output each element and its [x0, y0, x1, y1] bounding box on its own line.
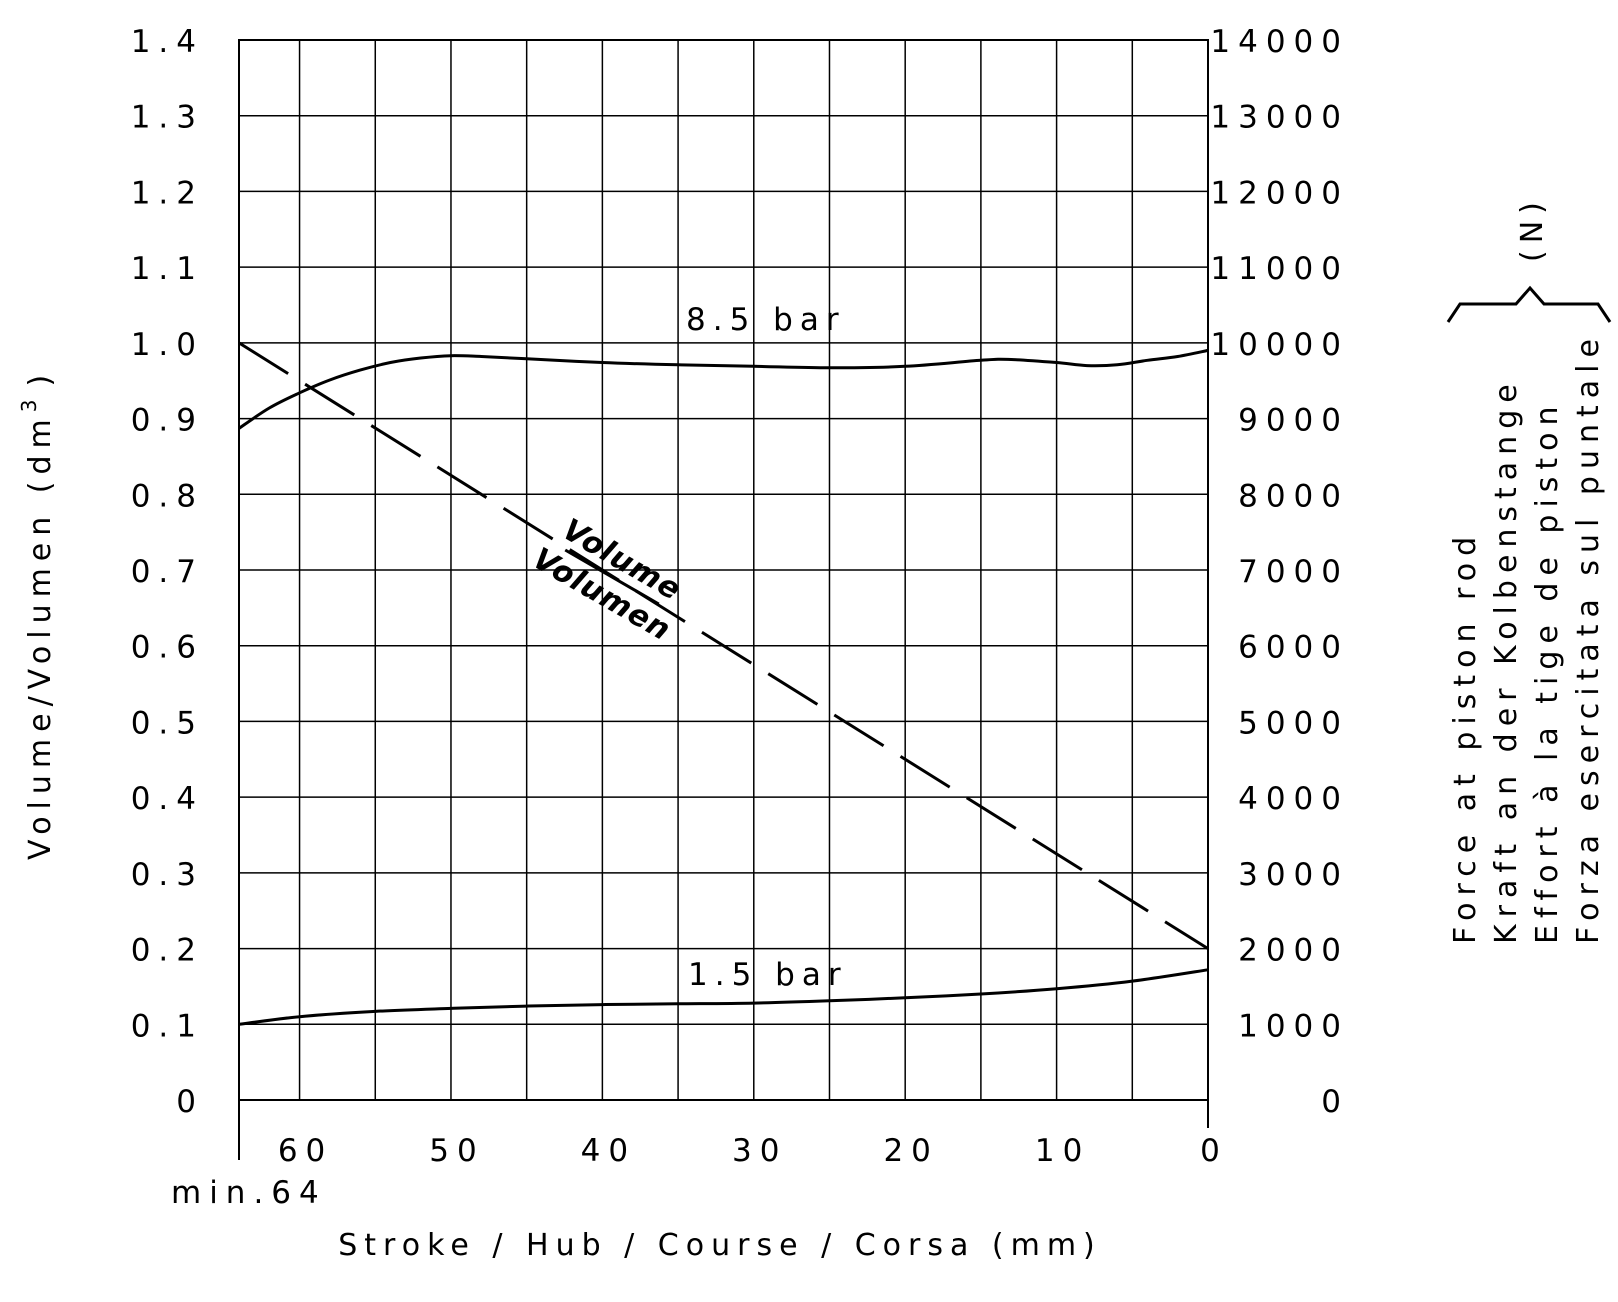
x-tick-label: 60	[278, 1133, 333, 1169]
volume-label-divider	[564, 548, 660, 606]
left-tick-label: 0.3	[131, 857, 204, 893]
left-axis-title-close: )	[23, 368, 58, 387]
x-tick-label: 20	[883, 1133, 938, 1169]
right-tick-label: 3000	[1238, 857, 1349, 893]
x-min-note: min.64	[171, 1175, 327, 1211]
left-tick-label: 0.5	[131, 705, 204, 741]
volume-label: Volume Volumen	[527, 512, 688, 648]
right-tick-label: 0	[1321, 1084, 1349, 1120]
left-tick-label: 0	[176, 1084, 204, 1120]
left-tick-label: 0.4	[131, 781, 204, 817]
left-tick-label: 1.3	[131, 100, 204, 136]
right-tick-label: 6000	[1238, 630, 1349, 666]
left-axis-ticks: 0 0.1 0.2 0.3 0.4 0.5 0.6 0.7 0.8 0.9 1.0 1.1 1.2 1.3…	[131, 24, 204, 1120]
right-tick-label: 14000	[1210, 24, 1349, 60]
right-axis-title-line-2: Kraft an der Kolbenstange	[1489, 377, 1524, 944]
left-axis-title-main: Volume/Volumen (dm	[23, 412, 58, 860]
left-tick-label: 1.1	[131, 251, 204, 287]
right-axis-brace	[1446, 285, 1612, 323]
right-tick-label: 1000	[1238, 1008, 1349, 1044]
series-line-3	[238, 341, 1209, 950]
left-tick-label: 0.1	[131, 1008, 204, 1044]
x-tick-label: 50	[429, 1133, 484, 1169]
right-tick-label: 12000	[1210, 175, 1349, 211]
right-tick-label: 13000	[1210, 100, 1349, 136]
right-tick-label: 10000	[1210, 327, 1349, 363]
series-line-2	[238, 968, 1209, 1026]
x-axis-title: Stroke / Hub / Course / Corsa (mm)	[338, 1228, 1102, 1263]
grid	[238, 39, 1209, 1160]
right-tick-label: 11000	[1210, 251, 1349, 287]
x-tick-label: 10	[1035, 1133, 1090, 1169]
right-tick-label: 8000	[1238, 478, 1349, 514]
left-tick-label: 1.4	[131, 24, 204, 60]
left-tick-label: 0.2	[131, 933, 204, 969]
x-axis-ticks: 60 50 40 30 20 10 0	[278, 1133, 1228, 1169]
right-axis-unit: (N)	[1515, 195, 1550, 262]
right-tick-label: 2000	[1238, 933, 1349, 969]
series-label-1-5-bar: 1.5 bar	[688, 957, 848, 993]
series-line-1	[238, 348, 1209, 430]
left-tick-label: 0.9	[131, 403, 204, 439]
x-tick-label: 0	[1200, 1133, 1228, 1169]
right-tick-label: 9000	[1238, 403, 1349, 439]
left-tick-label: 0.8	[131, 478, 204, 514]
left-axis-title-sup: 3	[17, 392, 41, 412]
right-tick-label: 5000	[1238, 705, 1349, 741]
right-axis-title-line-4: Forza esercitata sul puntale	[1571, 332, 1606, 944]
x-tick-label: 30	[732, 1133, 787, 1169]
left-tick-label: 0.7	[131, 554, 204, 590]
left-tick-label: 1.2	[131, 175, 204, 211]
right-axis-ticks: 0 1000 2000 3000 4000 5000 6000 7000 8000 9000 100…	[1210, 24, 1349, 1120]
left-axis-title: Volume/Volumen (dm3)	[17, 368, 58, 860]
series-label-8-5-bar: 8.5 bar	[686, 302, 846, 338]
right-axis-title-line-1: Force at piston rod	[1448, 530, 1483, 944]
left-tick-label: 0.6	[131, 630, 204, 666]
right-tick-label: 7000	[1238, 554, 1349, 590]
right-tick-label: 4000	[1238, 781, 1349, 817]
right-axis-title-line-3: Effort à la tige de piston	[1530, 399, 1565, 944]
right-axis-title: Force at piston rod Kraft an der Kolbens…	[1446, 195, 1612, 944]
series-layer	[238, 341, 1209, 1026]
left-tick-label: 1.0	[131, 327, 204, 363]
x-tick-label: 40	[581, 1133, 636, 1169]
